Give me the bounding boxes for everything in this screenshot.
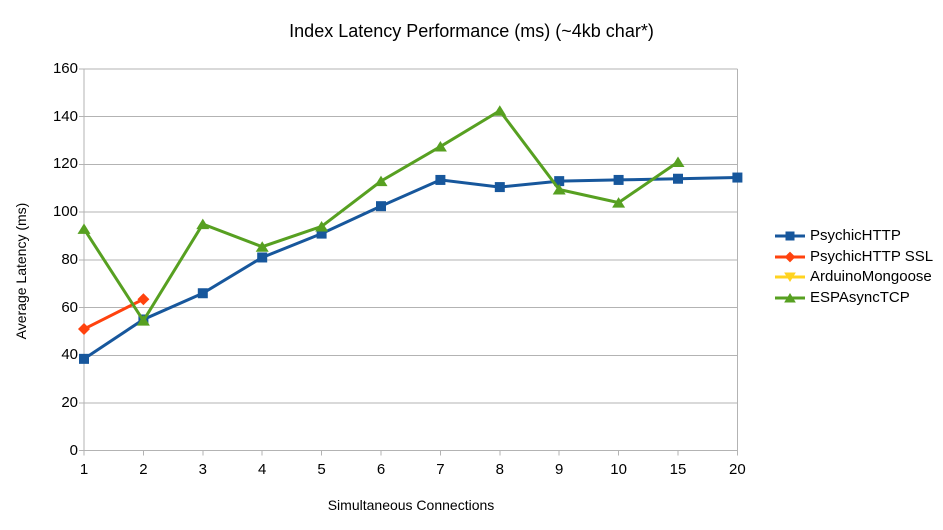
y-axis-tick-label: 20: [61, 393, 78, 411]
x-axis-tick-label: 4: [258, 460, 267, 478]
y-axis-tick-label: 40: [61, 346, 78, 364]
x-axis-tick-label: 1: [79, 460, 89, 478]
data-point-marker: [79, 353, 89, 364]
data-point-marker: [78, 323, 90, 336]
data-point-marker: [785, 231, 795, 241]
x-axis-tick-label: 6: [376, 460, 386, 478]
legend-item: ArduinoMongoose: [775, 267, 933, 288]
legend-item: PsychicHTTP: [775, 226, 933, 247]
data-point-marker: [257, 252, 268, 263]
data-point-marker: [784, 292, 796, 303]
data-point-marker: [435, 174, 446, 185]
data-point-marker: [612, 197, 626, 208]
legend-label: ArduinoMongoose: [810, 268, 932, 286]
triangle-down-legend-swatch-icon: [775, 272, 805, 283]
x-axis-tick-label: 9: [555, 460, 564, 478]
data-point-marker: [433, 141, 447, 152]
data-point-marker: [732, 172, 743, 183]
x-axis-tick-label: 20: [729, 460, 746, 478]
x-axis-tick-label: 5: [317, 460, 326, 478]
chart-title: Index Latency Performance (ms) (~4kb cha…: [289, 21, 654, 41]
data-point-marker: [376, 201, 386, 212]
y-axis-tick-label: 0: [69, 441, 78, 459]
x-axis-tick-label: 7: [436, 460, 445, 478]
legend-item: ESPAsyncTCP: [775, 288, 933, 309]
legend: PsychicHTTP PsychicHTTP SSL ArduinoMongoos…: [775, 226, 933, 308]
y-axis-tick-label: 60: [61, 298, 78, 316]
x-axis-title: Simultaneous Connections: [327, 497, 495, 513]
data-point-marker: [137, 293, 150, 306]
data-point-marker: [554, 176, 565, 187]
data-point-marker: [77, 223, 91, 234]
x-axis-tick-label: 3: [198, 460, 207, 478]
x-axis-tick-label: 10: [610, 460, 627, 478]
series-line: [83, 176, 738, 361]
data-point-marker: [673, 173, 683, 184]
data-point-marker: [197, 288, 208, 299]
data-point-marker: [315, 220, 329, 232]
series-line: [82, 108, 679, 324]
x-axis-tick-label: 8: [495, 460, 504, 478]
y-axis-title: Average Latency (ms): [13, 202, 29, 340]
data-point-marker: [493, 105, 507, 116]
data-point-marker: [374, 175, 388, 187]
square-legend-swatch-icon: [775, 231, 805, 241]
data-point-marker: [136, 315, 150, 326]
triangle-up-legend-swatch-icon: [775, 292, 805, 303]
y-axis-tick-label: 160: [52, 60, 78, 77]
data-point-marker: [613, 174, 624, 185]
data-point-marker: [316, 228, 327, 239]
y-axis-tick-label: 80: [61, 250, 78, 268]
y-axis-tick-label: 120: [52, 155, 78, 173]
data-point-marker: [784, 251, 796, 263]
legend-label: PsychicHTTP SSL: [810, 247, 934, 265]
diamond-legend-swatch-icon: [775, 251, 805, 263]
data-point-marker: [494, 182, 505, 193]
legend-item: PsychicHTTP SSL: [775, 247, 933, 268]
data-point-marker: [552, 183, 566, 195]
data-point-marker: [671, 156, 685, 168]
data-point-marker: [255, 241, 269, 252]
y-axis-tick-label: 140: [52, 107, 78, 125]
x-axis-tick-label: 2: [139, 460, 148, 478]
x-axis-tick-label: 15: [669, 460, 687, 478]
legend-label: PsychicHTTP: [810, 227, 901, 245]
data-point-marker: [784, 272, 796, 283]
data-point-marker: [196, 218, 210, 230]
legend-label: ESPAsyncTCP: [810, 288, 910, 306]
y-axis-tick-label: 100: [52, 203, 78, 221]
